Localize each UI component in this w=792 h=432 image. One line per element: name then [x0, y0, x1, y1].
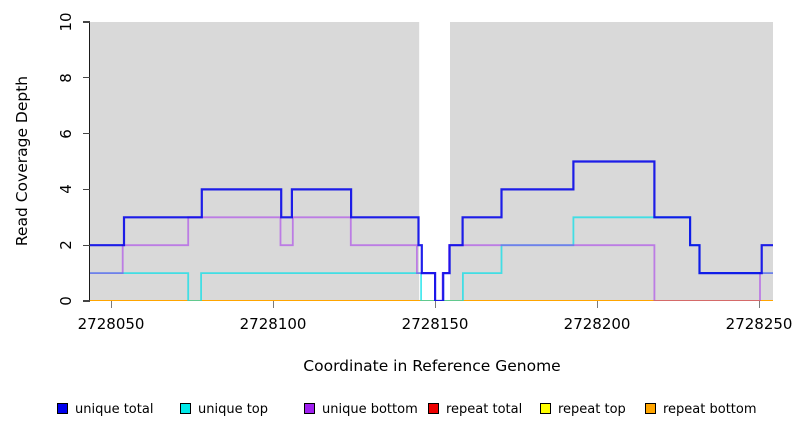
legend-swatch-repeat-total [428, 403, 439, 414]
x-tick-mark [272, 301, 274, 308]
x-tick-mark [596, 301, 598, 308]
x-tick-label: 2728200 [563, 315, 631, 333]
x-tick-mark [434, 301, 436, 308]
y-tick-mark [83, 133, 90, 135]
y-tick-mark [83, 244, 90, 246]
legend-label-unique-total: unique total [75, 402, 154, 417]
y-tick-label: 4 [57, 184, 75, 195]
coverage-plot-svg [90, 22, 773, 301]
y-axis-title: Read Coverage Depth [13, 75, 31, 247]
x-tick-label: 2728250 [725, 315, 792, 333]
legend-label-unique-top: unique top [198, 402, 269, 417]
legend-swatch-unique-total [57, 403, 68, 414]
legend-swatch-repeat-bottom [645, 403, 656, 414]
legend-label-repeat-bottom: repeat bottom [663, 402, 757, 417]
legend-label-repeat-total: repeat total [446, 402, 523, 417]
series-unique-bottom [90, 216, 773, 301]
x-tick-mark [758, 301, 760, 308]
legend-swatch-repeat-top [540, 403, 551, 414]
x-tick-mark [110, 301, 112, 308]
masked-region-band [419, 22, 450, 301]
plot-area [90, 22, 773, 301]
x-tick-label: 2728150 [401, 315, 469, 333]
x-tick-label: 2728100 [239, 315, 307, 333]
legend-swatch-unique-top [180, 403, 191, 414]
y-tick-mark [83, 77, 90, 79]
y-tick-label: 6 [57, 128, 75, 139]
x-axis-title: Coordinate in Reference Genome [303, 357, 561, 375]
y-tick-label: 8 [57, 73, 75, 83]
y-axis-line [89, 22, 91, 302]
legend-label-unique-bottom: unique bottom [322, 402, 418, 417]
y-tick-label: 2 [57, 240, 75, 250]
y-tick-mark [83, 21, 90, 23]
y-tick-label: 10 [57, 12, 75, 32]
y-tick-mark [83, 300, 90, 302]
legend-label-repeat-top: repeat top [558, 402, 626, 417]
legend-swatch-unique-bottom [304, 403, 315, 414]
x-tick-label: 2728050 [77, 315, 145, 333]
y-tick-mark [83, 188, 90, 190]
series-unique-total [90, 160, 773, 301]
y-tick-label: 0 [57, 296, 75, 306]
